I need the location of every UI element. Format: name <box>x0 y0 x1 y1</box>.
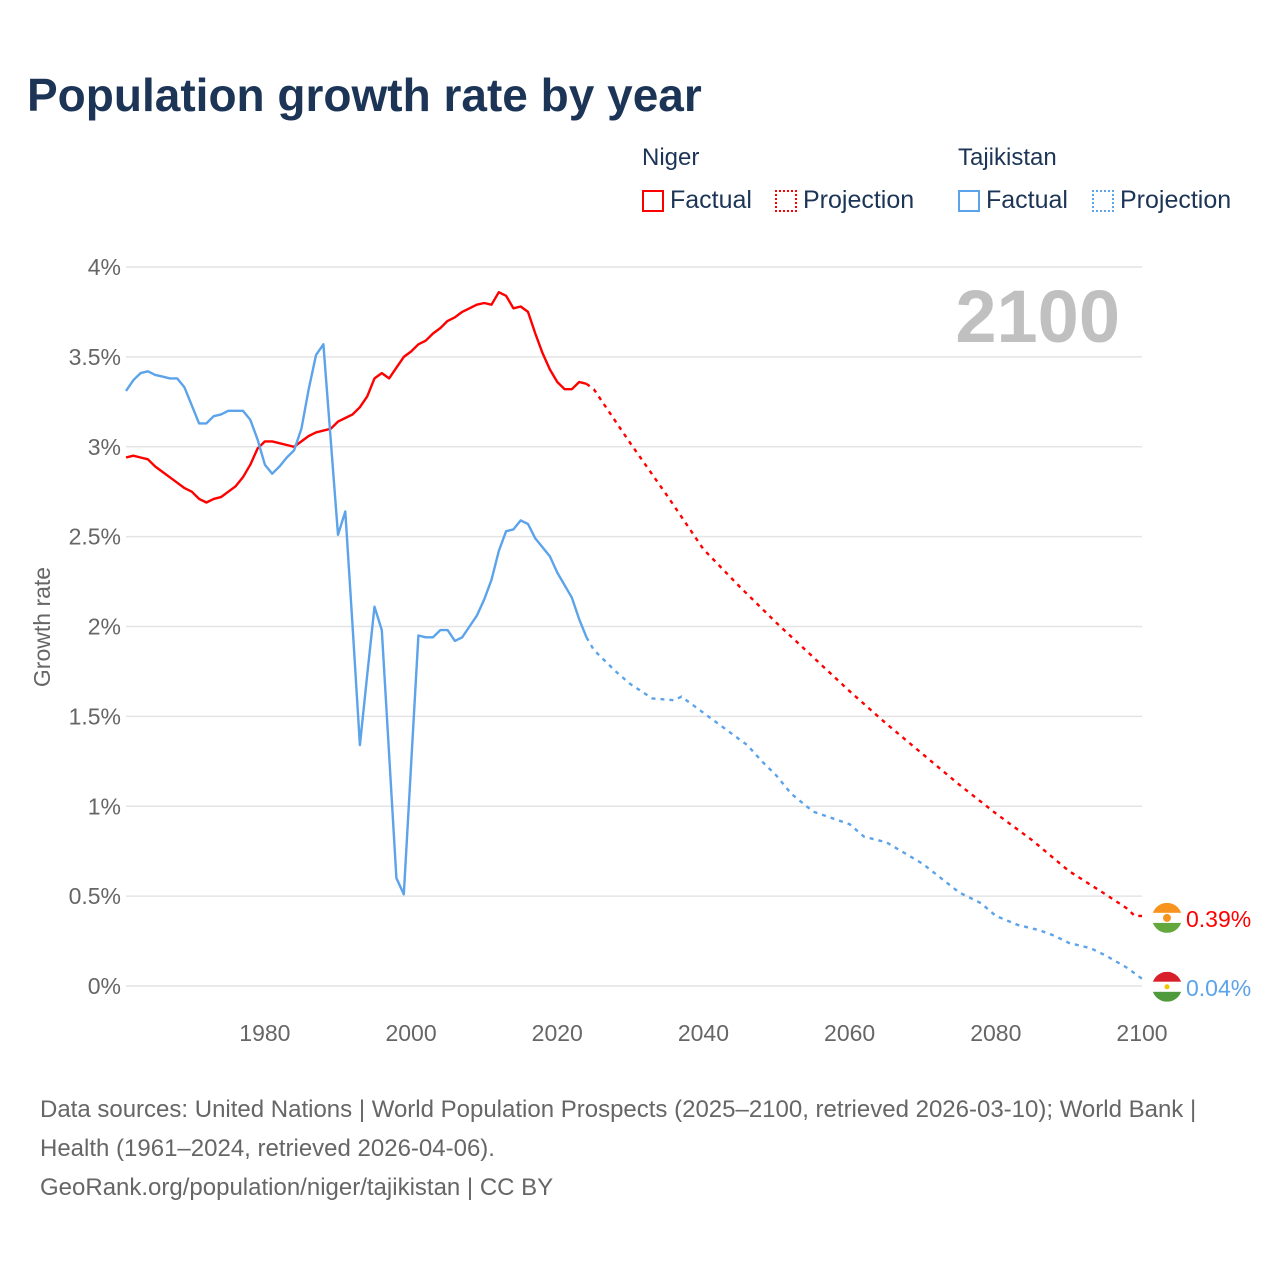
chart-title: Population growth rate by year <box>27 69 702 121</box>
legend-label: Projection <box>803 186 915 214</box>
data-sources: Data sources: United Nations | World Pop… <box>40 1096 1197 1162</box>
legend-niger-factual[interactable]: Factual <box>642 186 752 215</box>
x-tick-label: 2000 <box>385 1020 436 1046</box>
end-label-niger: 0.39% <box>1186 906 1251 932</box>
x-tick-label: 1980 <box>239 1020 290 1046</box>
y-tick-label: 3.5% <box>69 344 121 370</box>
legend-swatch <box>642 189 664 212</box>
flag-tajikistan-icon <box>1152 971 1182 1002</box>
x-tick-label: 2060 <box>824 1020 875 1046</box>
y-tick-label: 1% <box>88 793 121 819</box>
y-tick-label: 3% <box>88 434 121 460</box>
legend-swatch <box>775 189 797 212</box>
series-niger-factual <box>125 291 587 504</box>
x-tick-label: 2080 <box>970 1020 1021 1046</box>
y-axis-label: Growth rate <box>29 567 55 687</box>
y-tick-label: 0.5% <box>69 883 121 909</box>
x-tick-label: 2040 <box>678 1020 729 1046</box>
legend-group-tajikistan: Tajikistan <box>958 144 1057 171</box>
series-niger-projection <box>585 382 1142 918</box>
plot-area: 0% 0.5% 1% 1.5% 2% 2.5% 3% 3.5% 4% 1980 2000 2020 20… <box>29 254 1251 1046</box>
legend-label: Factual <box>986 186 1068 214</box>
legend-group-niger: Niger <box>642 144 700 171</box>
legend-label: Factual <box>670 186 752 214</box>
footer: Data sources: United Nations | World Pop… <box>40 1090 1240 1207</box>
legend-swatch <box>958 189 980 212</box>
y-tick-label: 1.5% <box>69 703 121 729</box>
y-tick-label: 2% <box>88 614 121 640</box>
legend-niger-projection[interactable]: Projection <box>775 186 914 215</box>
series-tajikistan-factual <box>125 343 588 896</box>
legend-tajikistan-projection[interactable]: Projection <box>1092 186 1231 215</box>
legend-tajikistan-factual[interactable]: Factual <box>958 186 1068 215</box>
x-tick-label: 2020 <box>532 1020 583 1046</box>
legend-label: Projection <box>1120 186 1232 214</box>
legend-swatch <box>1092 189 1114 212</box>
y-tick-label: 4% <box>88 254 121 280</box>
source-link[interactable]: GeoRank.org/population/niger/tajikistan … <box>40 1174 554 1201</box>
end-label-tajikistan: 0.04% <box>1186 975 1251 1001</box>
series-tajikistan-projection <box>585 636 1143 980</box>
flag-niger-icon <box>1152 902 1182 933</box>
year-display: 2100 <box>955 275 1120 358</box>
x-tick-label: 2100 <box>1116 1020 1167 1046</box>
y-tick-label: 2.5% <box>69 524 121 550</box>
y-tick-label: 0% <box>88 973 121 999</box>
